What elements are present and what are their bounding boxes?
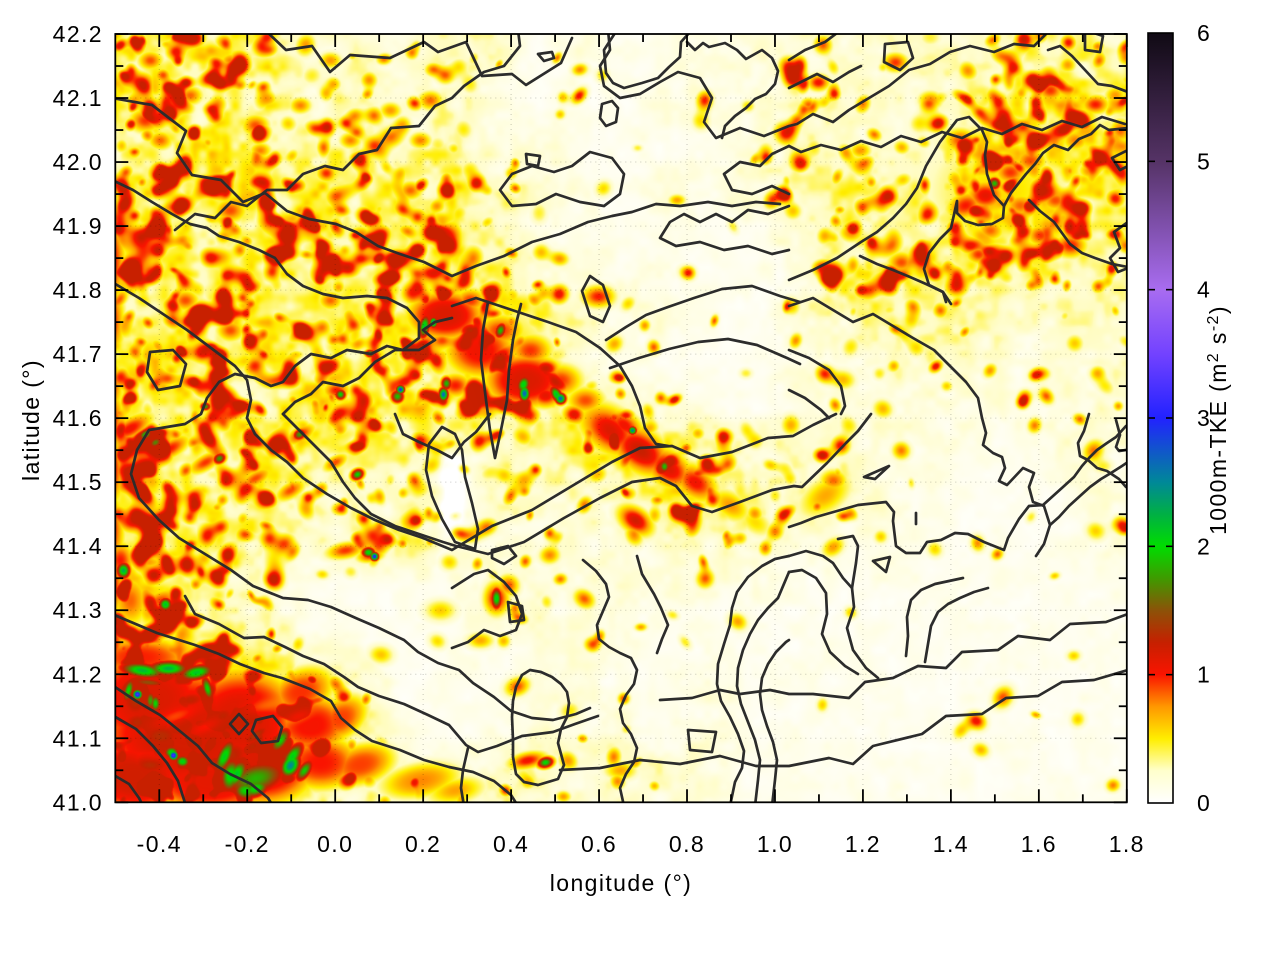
svg-text:6: 6	[1197, 20, 1211, 46]
svg-text:0.2: 0.2	[405, 831, 441, 857]
svg-text:42.2: 42.2	[53, 21, 103, 47]
svg-text:1.2: 1.2	[845, 831, 881, 857]
svg-text:1.8: 1.8	[1109, 831, 1145, 857]
svg-text:41.1: 41.1	[53, 725, 103, 751]
svg-text:latitude (°): latitude (°)	[18, 359, 44, 481]
svg-text:0.0: 0.0	[317, 831, 353, 857]
svg-text:0.4: 0.4	[493, 831, 529, 857]
svg-text:2: 2	[1197, 533, 1211, 559]
svg-text:41.9: 41.9	[53, 213, 103, 239]
svg-text:4: 4	[1197, 277, 1211, 303]
svg-text:1.6: 1.6	[1021, 831, 1057, 857]
svg-text:1: 1	[1197, 662, 1211, 688]
svg-text:41.6: 41.6	[53, 405, 103, 431]
svg-text:-0.4: -0.4	[137, 831, 182, 857]
svg-text:1000m-TKE (m2 s-2): 1000m-TKE (m2 s-2)	[1205, 305, 1232, 535]
svg-text:41.0: 41.0	[53, 789, 103, 815]
svg-text:41.2: 41.2	[53, 661, 103, 687]
svg-text:1.4: 1.4	[933, 831, 969, 857]
svg-text:0.8: 0.8	[669, 831, 705, 857]
svg-text:3: 3	[1197, 405, 1211, 431]
svg-text:41.7: 41.7	[53, 341, 103, 367]
svg-text:1.0: 1.0	[757, 831, 793, 857]
svg-text:0.6: 0.6	[581, 831, 617, 857]
svg-text:0: 0	[1197, 790, 1211, 816]
svg-text:42.0: 42.0	[53, 149, 103, 175]
svg-text:longitude (°): longitude (°)	[550, 870, 692, 896]
svg-text:-0.2: -0.2	[225, 831, 270, 857]
svg-text:41.4: 41.4	[53, 533, 103, 559]
svg-text:41.5: 41.5	[53, 469, 103, 495]
svg-text:5: 5	[1197, 148, 1211, 174]
svg-text:41.8: 41.8	[53, 277, 103, 303]
svg-text:42.1: 42.1	[53, 85, 103, 111]
svg-text:41.3: 41.3	[53, 597, 103, 623]
